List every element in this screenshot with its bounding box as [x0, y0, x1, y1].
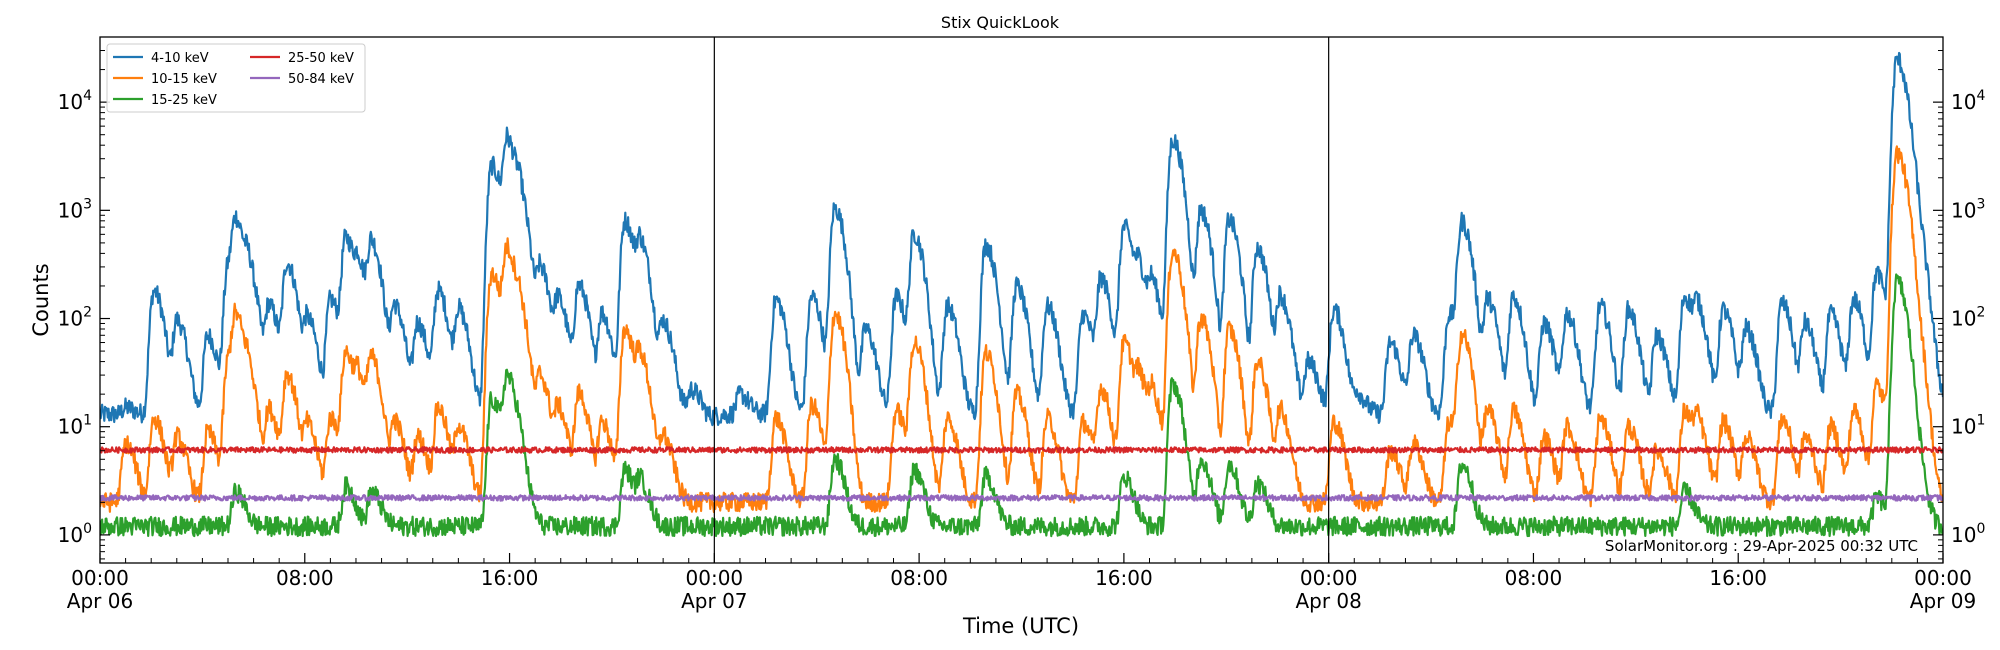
x-tick-label: 16:00 [1095, 566, 1153, 590]
x-tick-label: 16:00 [481, 566, 539, 590]
series-line-10-15-kev [100, 145, 1943, 514]
y-tick-label-right: 101 [1951, 413, 1985, 439]
series-layer [100, 51, 1943, 538]
series-line-25-50-kev [100, 446, 1943, 454]
x-tick-label: 00:00 [1914, 566, 1972, 590]
legend-label-50-84-kev: 50-84 keV [288, 72, 354, 87]
chart-title: Stix QuickLook [941, 13, 1060, 32]
x-tick-date-label: Apr 06 [67, 589, 133, 613]
x-tick-date-label: Apr 09 [1910, 589, 1976, 613]
legend-label-25-50-kev: 25-50 keV [288, 51, 354, 66]
day-boundaries [713, 37, 1330, 563]
legend-label-4-10-kev: 4-10 keV [151, 51, 209, 66]
legend-label-15-25-kev: 15-25 keV [151, 93, 217, 108]
x-tick-label: 00:00 [686, 566, 744, 590]
x-tick-date-label: Apr 07 [681, 589, 747, 613]
credit-text: SolarMonitor.org : 29-Apr-2025 00:32 UTC [1605, 537, 1918, 555]
x-tick-label: 08:00 [276, 566, 334, 590]
y-tick-label-right: 102 [1951, 305, 1985, 331]
y-tick-label-left: 104 [58, 88, 92, 114]
x-tick-label: 08:00 [1505, 566, 1563, 590]
y-tick-label-left: 103 [58, 196, 92, 222]
legend-box [106, 43, 366, 113]
x-tick-date-label: Apr 08 [1295, 589, 1361, 613]
y-axis-label: Counts [29, 263, 53, 336]
x-tick-label: 00:00 [1300, 566, 1358, 590]
y-tick-label-left: 101 [58, 413, 92, 439]
y-tick-label-right: 104 [1951, 88, 1985, 114]
y-tick-label-right: 103 [1951, 196, 1985, 222]
y-tick-label-right: 100 [1951, 521, 1985, 547]
series-line-15-25-kev [100, 273, 1943, 538]
x-tick-label: 16:00 [1709, 566, 1767, 590]
legend-label-10-15-kev: 10-15 keV [151, 72, 217, 87]
x-tick-label: 00:00 [71, 566, 129, 590]
legend: 4-10 keV 10-15 keV 15-25 keV 25-50 keV 50-84… [106, 43, 366, 113]
series-line-4-10-kev [100, 51, 1943, 427]
x-tick-label: 08:00 [890, 566, 948, 590]
plot-frame [99, 36, 1944, 564]
x-axis-label: Time (UTC) [962, 614, 1079, 638]
y-tick-label-left: 102 [58, 305, 92, 331]
series-line-50-84-kev [100, 494, 1943, 502]
y-tick-label-left: 100 [58, 521, 92, 547]
